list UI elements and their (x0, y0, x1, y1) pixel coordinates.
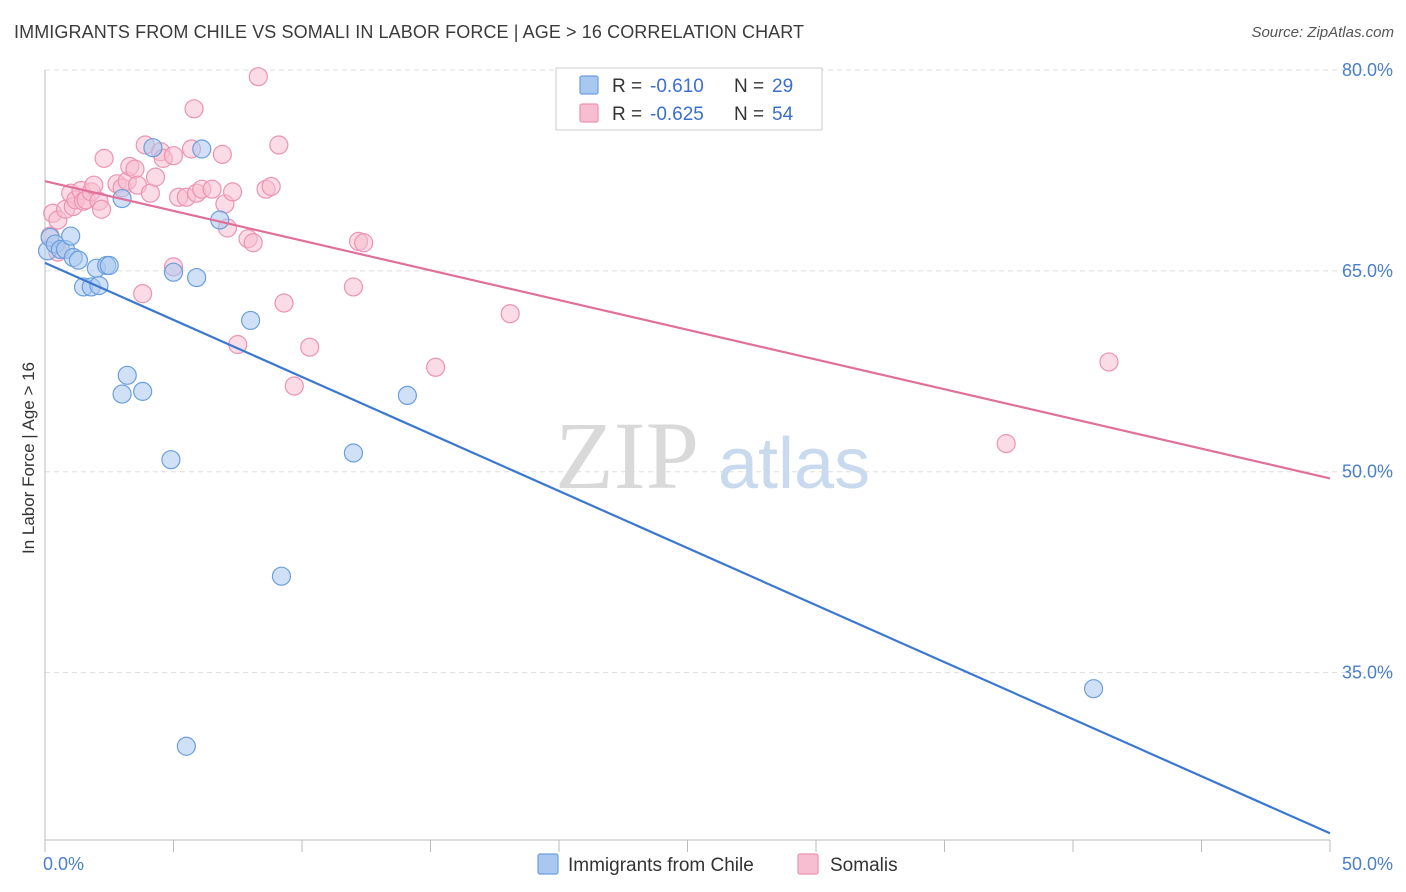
point-somali-53 (426, 357, 446, 377)
point-somali-14 (94, 148, 114, 168)
point-chile-5 (61, 226, 81, 246)
source-label: Source: ZipAtlas.com (1251, 24, 1394, 41)
y-tick-labels: 80.0% 65.0% 50.0% 35.0% (1342, 60, 1393, 683)
point-somali-42 (248, 67, 268, 87)
point-somali-22 (140, 183, 160, 203)
point-somali-45 (269, 135, 289, 155)
series-legend-swatch-somali (797, 853, 819, 875)
point-somali-49 (133, 284, 153, 304)
point-somali-48 (300, 337, 320, 357)
legend-swatch-somali (579, 103, 599, 123)
point-somali-47 (284, 376, 304, 396)
y-tick-label-1: 65.0% (1342, 261, 1393, 281)
x-tick-label-0: 0.0% (43, 854, 84, 874)
point-chile-21 (176, 736, 196, 756)
point-chile-23 (192, 139, 212, 159)
point-chile-13 (99, 255, 119, 276)
point-somali-41 (243, 233, 263, 253)
series-legend: Immigrants from Chile Somalis (537, 853, 898, 876)
point-somali-54 (500, 304, 520, 324)
point-somali-52 (354, 233, 374, 253)
point-somali-23 (145, 167, 166, 187)
point-chile-20 (163, 262, 184, 282)
legend-n-value-chile: 29 (772, 76, 793, 97)
y-tick-label-0: 80.0% (1342, 60, 1393, 80)
trend-line-chile (44, 261, 1331, 835)
trend-lines (44, 180, 1331, 835)
point-somali-38 (223, 182, 243, 202)
point-chile-26 (271, 566, 292, 586)
point-somali-31 (184, 99, 204, 119)
point-somali-27 (163, 146, 184, 166)
grid-lines (45, 69, 1392, 674)
point-somali-56 (1099, 352, 1119, 372)
chart-title: IMMIGRANTS FROM CHILE VS SOMALI IN LABOR… (14, 22, 805, 42)
series-legend-label-somali: Somalis (830, 855, 898, 876)
point-somali-35 (212, 144, 232, 164)
legend-r-value-somali: -0.625 (650, 104, 704, 125)
point-somali-50 (343, 277, 363, 297)
point-chile-27 (343, 443, 363, 463)
watermark-atlas: atlas (718, 424, 870, 504)
point-chile-25 (241, 310, 261, 331)
x-tick-labels: 0.0% 50.0% (43, 854, 1393, 874)
point-somali-19 (125, 159, 145, 179)
data-points (37, 67, 1119, 756)
legend-n-label-somali: N = (734, 104, 764, 125)
x-tick-label-1: 50.0% (1342, 854, 1393, 874)
legend-box (555, 67, 823, 131)
trend-line-somali (44, 180, 1331, 480)
point-chile-14 (112, 384, 132, 404)
y-axis-label: In Labor Force | Age > 16 (19, 362, 38, 554)
point-chile-7 (68, 250, 89, 270)
y-tick-label-3: 35.0% (1342, 663, 1393, 683)
legend-r-label-chile: R = (612, 76, 642, 97)
point-chile-15 (117, 365, 137, 385)
point-chile-29 (1083, 679, 1104, 699)
point-chile-22 (187, 267, 207, 288)
point-somali-44 (261, 176, 281, 197)
legend-swatch-chile (579, 75, 599, 95)
point-chile-28 (397, 385, 417, 406)
point-somali-46 (274, 293, 294, 313)
watermark: ZIP atlas (555, 402, 870, 509)
legend-r-label-somali: R = (612, 104, 642, 125)
legend-r-value-chile: -0.610 (650, 76, 704, 97)
point-chile-16 (133, 381, 153, 401)
stats-legend: R = -0.610 N = 29 R = -0.625 N = 54 (555, 67, 823, 131)
series-legend-swatch-chile (537, 853, 559, 875)
point-somali-55 (996, 434, 1016, 454)
axes (44, 70, 1331, 852)
y-tick-label-2: 50.0% (1342, 462, 1393, 482)
point-chile-18 (143, 138, 163, 158)
point-somali-13 (91, 199, 112, 219)
watermark-zip: ZIP (555, 402, 699, 509)
series-legend-label-chile: Immigrants from Chile (568, 855, 754, 876)
legend-n-value-somali: 54 (772, 104, 794, 125)
point-chile-19 (161, 450, 181, 470)
legend-n-label-chile: N = (734, 76, 764, 97)
point-somali-34 (202, 179, 222, 199)
